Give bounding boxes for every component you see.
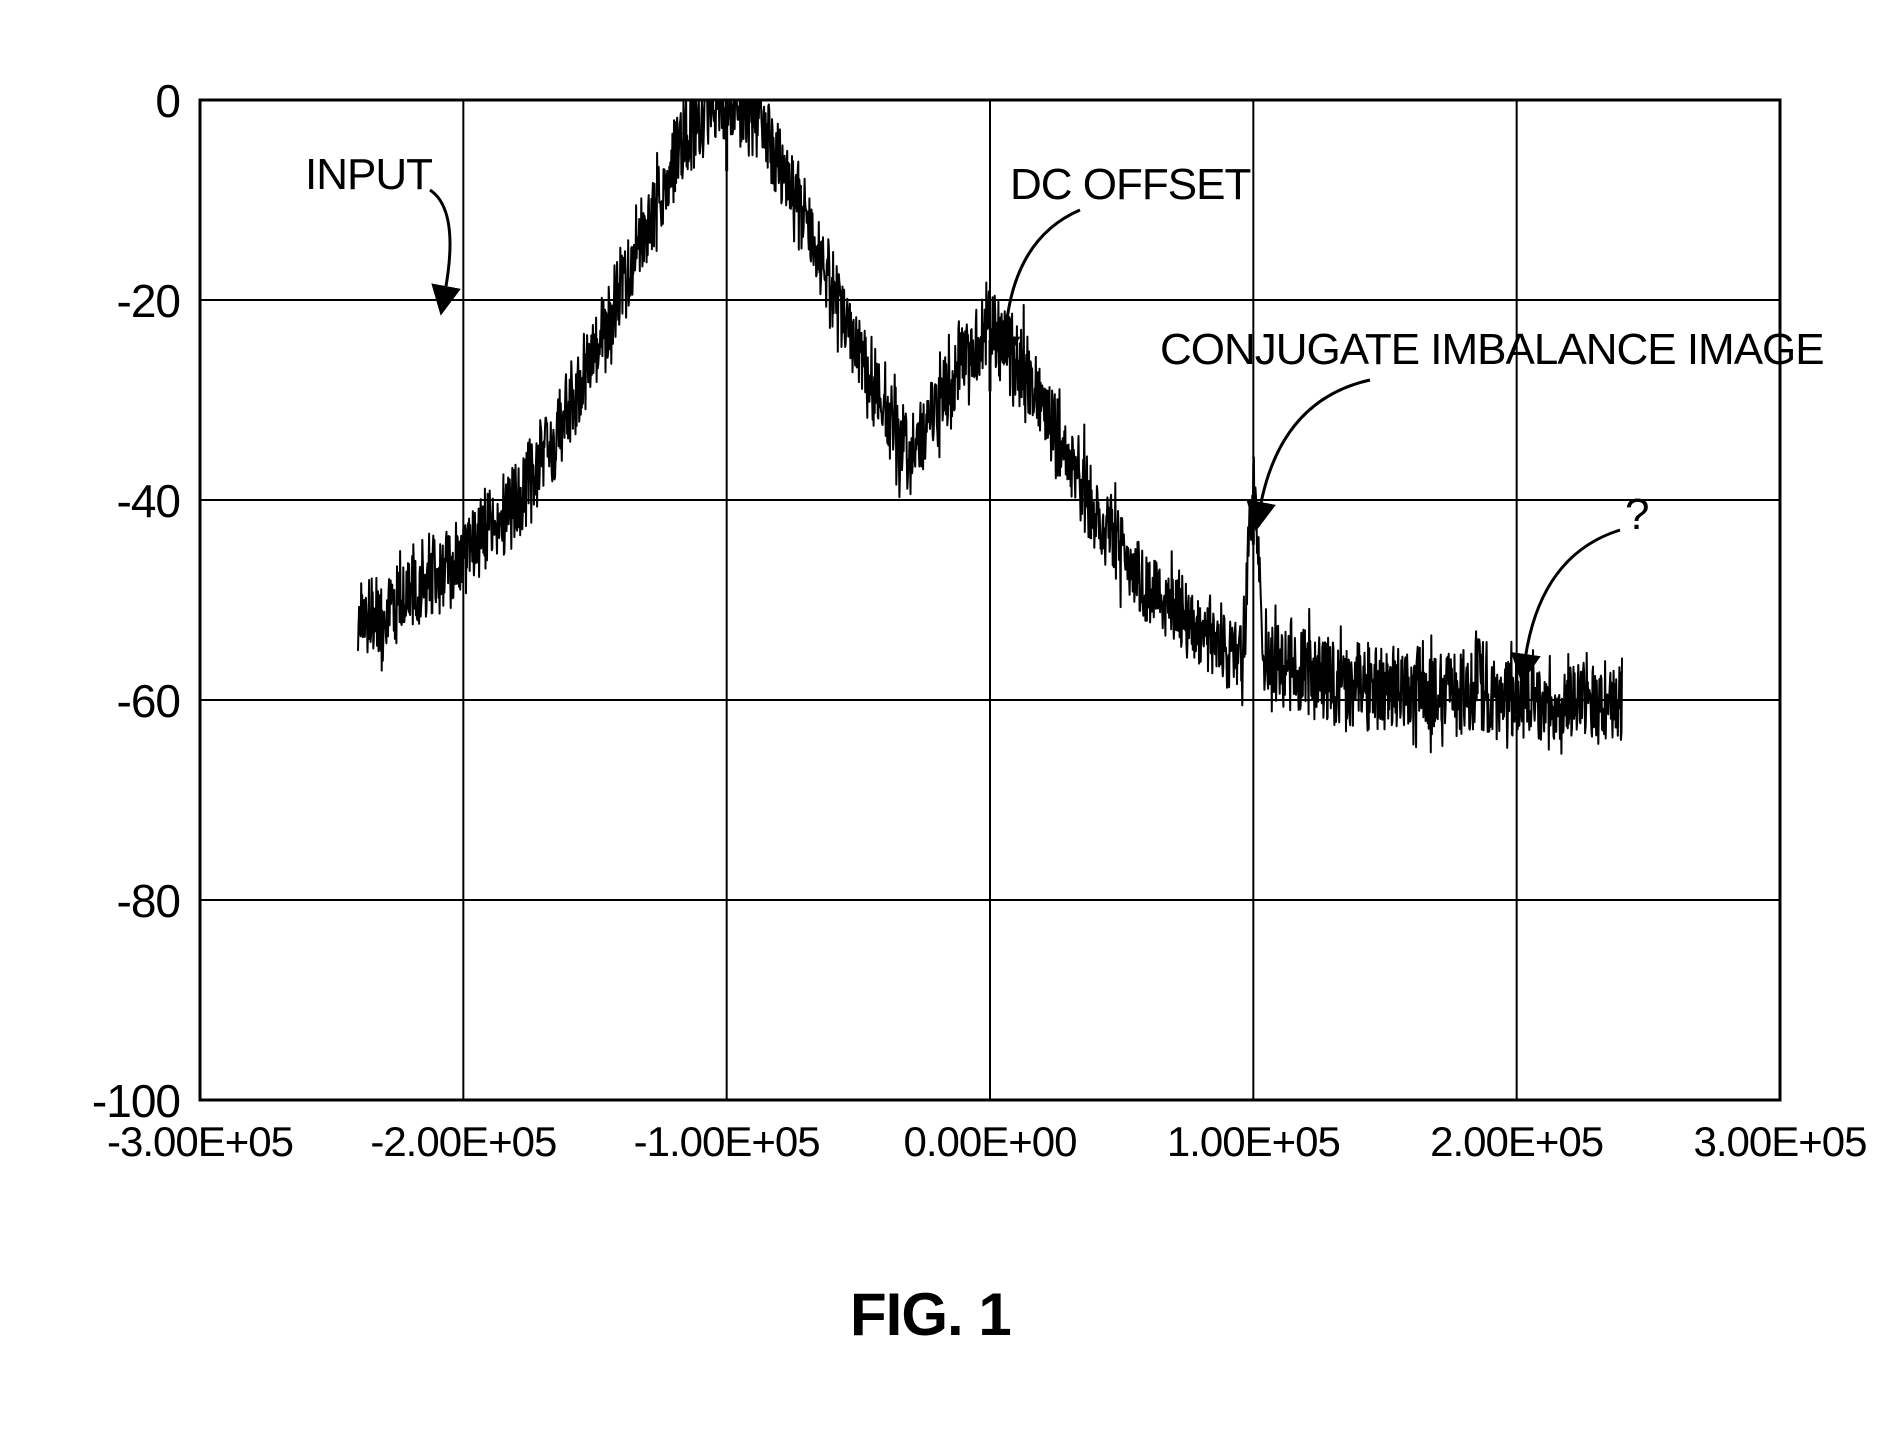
x-tick-label: 0.00E+00 [903, 1118, 1076, 1166]
annotation-label: DC OFFSET [1010, 160, 1250, 210]
y-tick-label: -40 [70, 474, 180, 528]
chart-container: { "chart": { "type": "line-spectrum", "p… [0, 0, 1900, 1437]
x-tick-label: -1.00E+05 [634, 1118, 820, 1166]
annotation-label: CONJUGATE IMBALANCE IMAGE [1160, 325, 1824, 375]
y-tick-label: -20 [70, 274, 180, 328]
y-tick-label: 0 [70, 74, 180, 128]
x-tick-label: -3.00E+05 [107, 1118, 293, 1166]
annotation-label: ? [1625, 490, 1648, 540]
x-tick-label: 3.00E+05 [1693, 1118, 1866, 1166]
y-tick-label: -60 [70, 674, 180, 728]
x-tick-label: 1.00E+05 [1167, 1118, 1340, 1166]
x-tick-label: -2.00E+05 [370, 1118, 556, 1166]
annotation-label: INPUT [305, 150, 432, 200]
figure-caption: FIG. 1 [850, 1280, 1011, 1349]
spectrum-chart [0, 0, 1900, 1437]
y-tick-label: -80 [70, 874, 180, 928]
x-tick-label: 2.00E+05 [1430, 1118, 1603, 1166]
